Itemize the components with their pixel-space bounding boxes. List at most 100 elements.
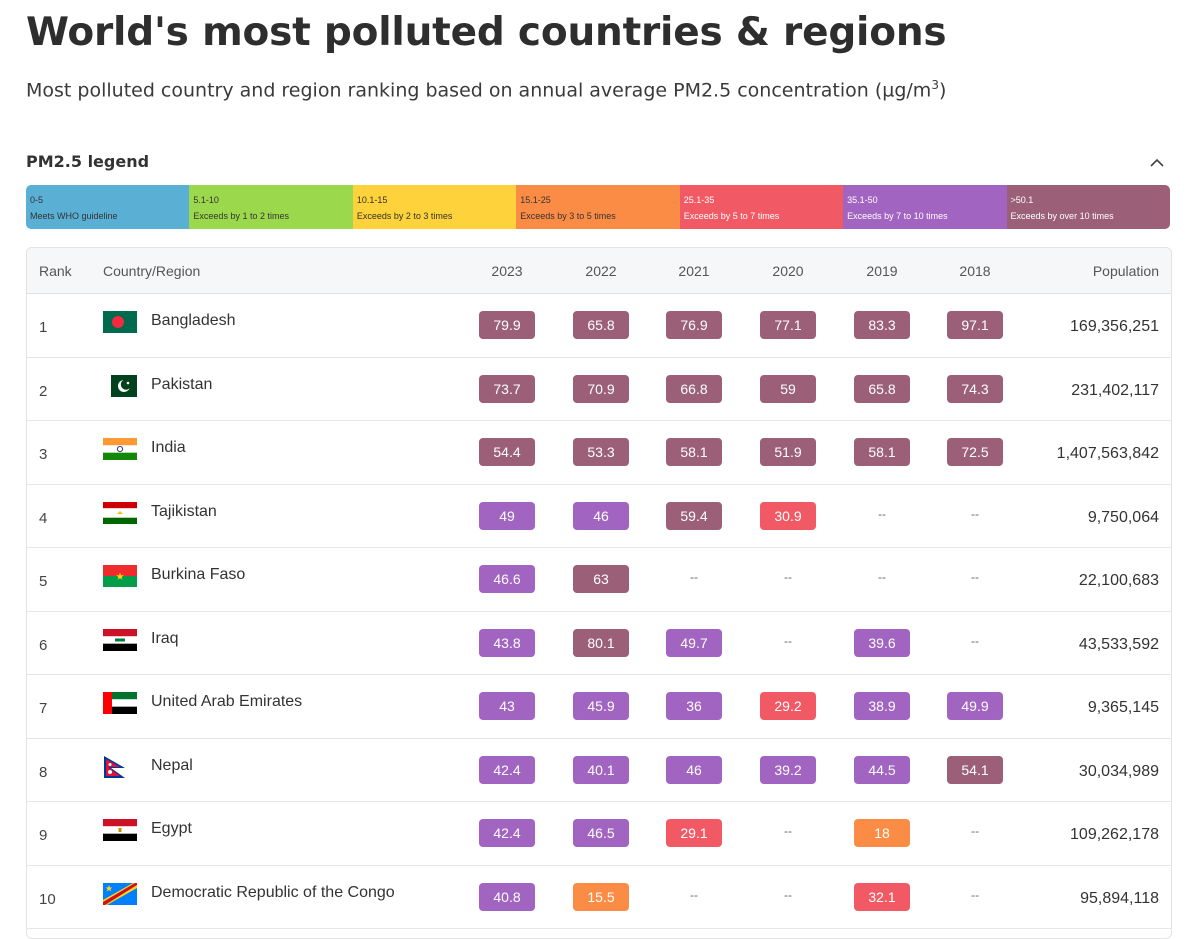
- pm25-value-badge: 45.9: [573, 692, 629, 720]
- pm25-value-badge: 79.9: [479, 311, 535, 339]
- pm25-value-badge: 65.8: [854, 374, 910, 403]
- pm25-value-badge: 29.1: [666, 819, 722, 847]
- header-year-2019[interactable]: 2019: [866, 263, 898, 279]
- legend-segment: 35.1-50 Exceeds by 7 to 10 times: [843, 185, 1007, 229]
- pm25-value-badge: 49.9: [947, 692, 1003, 720]
- pm25-value-badge: 77.1: [760, 311, 816, 339]
- country-name[interactable]: Nepal: [151, 756, 193, 774]
- header-population[interactable]: Population: [1092, 263, 1159, 279]
- country-name[interactable]: United Arab Emirates: [151, 693, 303, 710]
- rank-cell: 1: [39, 319, 48, 336]
- pm25-value-badge: 58.1: [666, 438, 722, 466]
- table-row[interactable]: 3 India 54.4 53.3 58.1 51.9 58.1 72.5 1,407,563,…: [27, 421, 1171, 485]
- legend-header: PM2.5 legend: [26, 150, 1170, 176]
- collapse-legend-button[interactable]: [1144, 150, 1170, 176]
- table-row[interactable]: 10 Democratic Republic of the Congo 40.8 15…: [27, 866, 1171, 929]
- uae-flag-icon: [103, 692, 137, 714]
- pm25-value-badge: 74.3: [947, 374, 1003, 403]
- pm25-value-badge: 44.5: [854, 755, 910, 784]
- legend-range: 10.1-15: [356, 195, 388, 205]
- pm25-value-badge: 36: [666, 692, 722, 720]
- legend-segment: 10.1-15 Exceeds by 2 to 3 times: [352, 185, 517, 229]
- table-row[interactable]: 8 Nepal 42.4 40.1 46 39.2 44.5 54.1 30,034,989: [27, 739, 1171, 802]
- header-year-2023[interactable]: 2023: [491, 263, 523, 279]
- country-name[interactable]: Iraq: [151, 629, 179, 647]
- table-row[interactable]: 6 Iraq 43.8 80.1 49.7 -- 39.6 -- 43,533,592: [27, 612, 1171, 675]
- pm25-value-badge: 18: [854, 819, 910, 847]
- no-data-cell: --: [971, 633, 979, 648]
- no-data-cell: --: [784, 887, 792, 902]
- country-name[interactable]: Democratic Republic of the Congo: [151, 883, 395, 901]
- no-data-cell: --: [690, 887, 698, 902]
- population-cell: 169,356,251: [1070, 318, 1159, 335]
- legend-range: 25.1-35: [683, 195, 715, 205]
- pm25-value-badge: 63: [573, 565, 629, 593]
- no-data-cell: --: [971, 887, 979, 902]
- population-cell: 22,100,683: [1078, 572, 1159, 589]
- pm25-value-badge: 38.9: [854, 692, 910, 720]
- table-row[interactable]: 5 Burkina Faso 46.6 63 -- -- -- -- 22,100,683: [27, 548, 1171, 612]
- table-body: 1 Bangladesh 79.9 65.8 76.9 77.1 83.3 97.1 169,3…: [27, 294, 1171, 929]
- iraq-flag-icon: [103, 628, 137, 651]
- no-data-cell: --: [784, 633, 792, 648]
- pm25-value-badge: 59.4: [666, 501, 722, 530]
- legend-description: Exceeds by 1 to 2 times: [193, 211, 289, 221]
- population-cell: 43,533,592: [1078, 635, 1159, 653]
- bangladesh-flag-icon: [103, 311, 137, 333]
- pm25-value-badge: 54.1: [947, 755, 1003, 784]
- pm25-value-badge: 53.3: [573, 438, 629, 466]
- pm25-value-badge: 46: [573, 501, 629, 530]
- pm25-value-badge: 76.9: [666, 311, 722, 339]
- tajikistan-flag-icon: [103, 501, 137, 524]
- header-year-2018[interactable]: 2018: [959, 263, 991, 279]
- table-row[interactable]: 2 Pakistan 73.7 70.9 66.8 59 65.8 74.3 231,402,1…: [27, 358, 1171, 421]
- header-year-2022[interactable]: 2022: [585, 263, 617, 279]
- table-row[interactable]: 1 Bangladesh 79.9 65.8 76.9 77.1 83.3 97.1 169,3…: [27, 294, 1171, 358]
- country-name[interactable]: India: [151, 439, 186, 456]
- legend-description: Exceeds by over 10 times: [1010, 211, 1114, 221]
- population-cell: 30,034,989: [1078, 762, 1159, 780]
- pm25-value-badge: 66.8: [666, 374, 722, 403]
- nepal-flag-icon: [104, 755, 125, 778]
- table-row[interactable]: 4 Tajikistan 49 46 59.4 30.9 -- -- 9,750,064: [27, 485, 1171, 548]
- no-data-cell: --: [971, 506, 979, 521]
- pm25-value-badge: 72.5: [947, 438, 1003, 466]
- pm25-legend-bar: 0-5 Meets WHO guideline 5.1-10 Exceeds by 1…: [26, 185, 1170, 229]
- pm25-value-badge: 46.6: [479, 565, 535, 593]
- header-rank[interactable]: Rank: [39, 263, 72, 279]
- pm25-value-badge: 32.1: [854, 882, 910, 911]
- rank-cell: 7: [39, 700, 48, 717]
- header-year-2021[interactable]: 2021: [678, 263, 710, 279]
- legend-description: Exceeds by 3 to 5 times: [520, 211, 616, 221]
- page-title: World's most polluted countries & region…: [26, 10, 947, 55]
- legend-range: 0-5: [30, 195, 44, 205]
- india-flag-icon: [103, 438, 137, 460]
- legend-description: Meets WHO guideline: [30, 211, 118, 221]
- population-cell: 9,750,064: [1087, 508, 1159, 526]
- country-name[interactable]: Tajikistan: [151, 502, 217, 520]
- pm25-value-badge: 49: [479, 501, 535, 530]
- pm25-value-badge: 40.1: [573, 755, 629, 784]
- population-cell: 95,894,118: [1080, 889, 1159, 907]
- pm25-value-badge: 46: [666, 755, 722, 784]
- table-row[interactable]: 9 Egypt 42.4 46.5 29.1 -- 18 -- 109,262,178: [27, 802, 1171, 866]
- header-year-2020[interactable]: 2020: [772, 263, 804, 279]
- no-data-cell: --: [784, 570, 792, 584]
- legend-range: 5.1-10: [193, 195, 219, 205]
- pm25-value-badge: 30.9: [760, 501, 816, 530]
- country-name[interactable]: Egypt: [151, 820, 192, 837]
- pm25-value-badge: 39.2: [760, 755, 816, 784]
- header-country[interactable]: Country/Region: [103, 263, 201, 279]
- country-name[interactable]: Pakistan: [151, 375, 213, 393]
- rank-cell: 6: [39, 636, 48, 654]
- legend-segment: 15.1-25 Exceeds by 3 to 5 times: [516, 185, 680, 229]
- country-name[interactable]: Burkina Faso: [151, 566, 246, 583]
- pm25-value-badge: 83.3: [854, 311, 910, 339]
- country-name[interactable]: Bangladesh: [151, 312, 236, 329]
- no-data-cell: --: [878, 506, 886, 521]
- pm25-value-badge: 49.7: [666, 628, 722, 657]
- table-row[interactable]: 7 United Arab Emirates 43 45.9 36 29.2 38.9 49.…: [27, 675, 1171, 739]
- pm25-value-badge: 97.1: [947, 311, 1003, 339]
- population-cell: 109,262,178: [1070, 826, 1159, 843]
- legend-range: 35.1-50: [847, 195, 878, 205]
